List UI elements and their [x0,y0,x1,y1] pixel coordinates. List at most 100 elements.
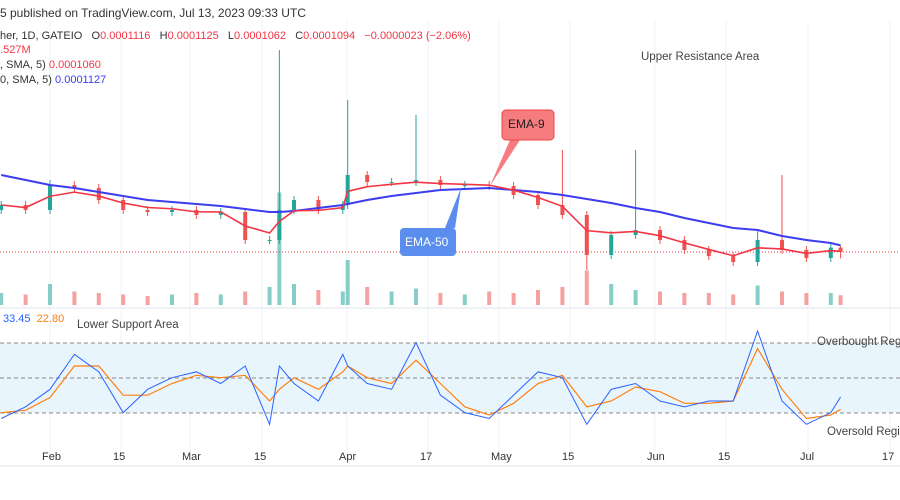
volume-bars [0,192,843,305]
volume-bar [706,293,711,305]
volume-bar [838,295,843,305]
x-tick-label: 15 [562,451,575,463]
candle-body [121,200,126,210]
candle-body [365,175,370,182]
ema50-callout-pointer [445,188,461,228]
volume-bar [609,284,614,305]
volume-bar [121,294,126,305]
ema50-callout-text: EMA-50 [405,235,449,249]
ohlc-legend: her, 1D, GATEIO O0.0001116 H0.0001125 L0… [0,30,471,42]
volume-bar [658,291,662,305]
published-line: 5 published on TradingView.com, Jul 13, … [0,6,306,20]
ema9-legend-value: 0.0001060 [48,59,101,71]
ema50-legend-value: 0.0001127 [55,74,107,86]
high-value: 0.0001125 [167,30,219,42]
high-label: H [159,30,168,42]
ema9-legend: , SMA, 5) 0.0001060 [0,59,101,71]
open-label: O [91,30,101,42]
volume-bar [145,296,150,305]
x-tick-label: 15 [718,451,731,463]
ema9-line [1,181,841,257]
low-label: L [227,30,235,42]
candle-body [706,250,711,256]
volume-bar [560,287,565,305]
candle-body [345,175,350,205]
candle-body [609,235,614,255]
candle-body [633,230,638,235]
volume-bar [218,294,223,305]
ema50-callout-box [400,228,456,256]
low-value: 0.0001062 [234,30,287,42]
candle-body [536,195,540,205]
candle-body [170,210,174,212]
x-tick-label: Jul [800,451,815,463]
volume-bar [828,293,833,305]
candle-body [389,182,394,183]
ema9-callout-box [501,109,555,141]
volume-bar [194,293,199,305]
volume-bar [438,293,443,305]
volume-bar [48,284,52,305]
x-tick-label: 15 [113,451,126,463]
lower-support-label: Lower Support Area [77,319,179,331]
candle-body [438,180,443,185]
candle-body [218,212,223,215]
volume-bar [292,284,296,305]
x-tick-label: 17 [882,451,895,463]
volume-bar [780,291,784,305]
volume-bar [23,294,28,305]
x-tick-label: Feb [42,451,61,463]
ema50-line [0,174,841,247]
volume-bar [536,290,540,305]
oversold-label: Oversold Regi [827,426,900,438]
volume-bar [267,287,272,305]
stoch-d-value: 22.80 [36,313,65,325]
candle-body [267,240,272,241]
x-tick-label: Mar [182,451,201,463]
volume-bar [682,293,687,305]
candle-body [560,205,565,215]
stoch-k-value: 33.45 [3,313,31,325]
candle-body [414,180,418,182]
candle-body [145,210,150,212]
volume-bar [414,288,418,305]
volume-bar [340,291,345,305]
volume-bar [243,291,248,305]
volume-bar [365,287,370,305]
volume-bar [277,192,282,305]
volume-bar [0,293,4,305]
volume-bar [584,270,589,305]
candle-body [755,240,760,262]
x-tick-label: Apr [339,451,357,463]
candle-body [682,240,687,250]
volume-bar [487,291,492,305]
stoch-k-line [0,329,841,427]
stoch-d-line [1,347,841,420]
change-value: −0.0000023 (−2.06%) [364,30,471,42]
candle-body [780,240,784,250]
volume-bar [72,291,77,305]
x-tick-label: 15 [254,451,267,463]
x-tick-label: 17 [420,451,433,463]
volume-bar [345,260,350,305]
volume-bar [755,285,760,305]
ema9-legend-label: , SMA, 5) [0,59,46,71]
x-tick-label: Jun [647,451,665,463]
volume-bar [462,294,467,305]
candle-body [838,247,843,252]
candle-body [316,200,321,210]
volume-bar [633,290,638,305]
volume-bar [389,291,394,305]
open-value: 0.0001116 [100,30,151,42]
candle-body [48,185,52,210]
candle-body [96,188,101,200]
stoch-legend: 33.45 22.80 [3,313,64,325]
overbought-label: Overbought Regi [817,336,900,348]
x-tick-label: May [491,451,512,463]
close-label: C [295,30,304,42]
candle-body [584,215,589,255]
volume-value: 6.527M [0,44,31,56]
ema9-callout-pointer [490,140,520,186]
candle-body [0,205,4,210]
